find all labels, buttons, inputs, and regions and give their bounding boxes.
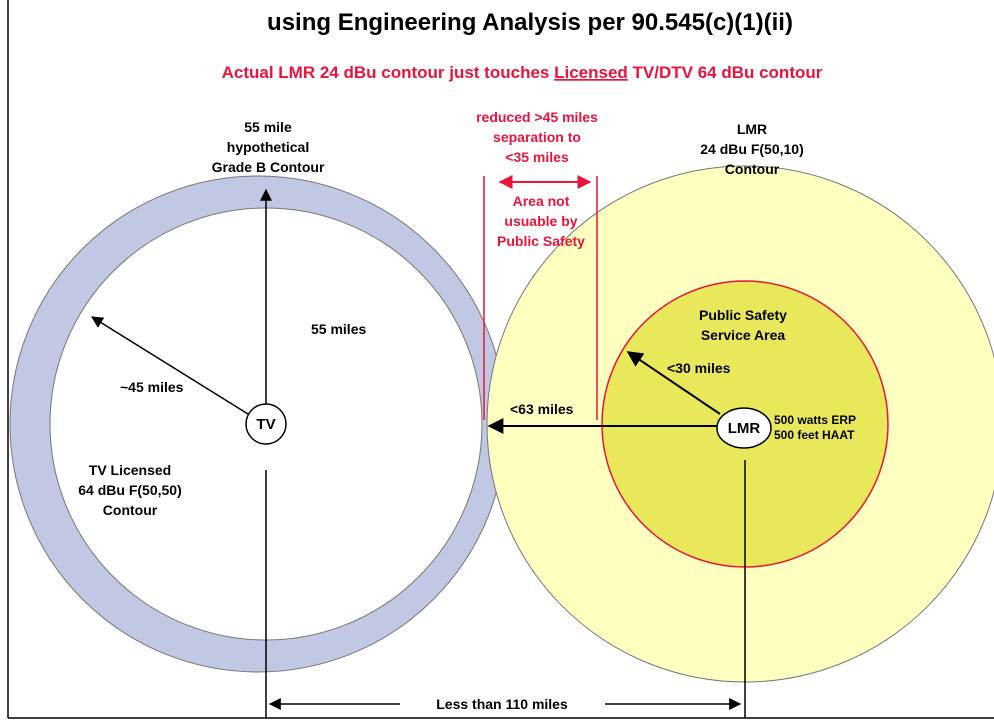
arrow [626, 351, 721, 415]
arrow [90, 316, 249, 415]
label-line: usuable by [504, 213, 577, 229]
label-line: 500 feet HAAT [774, 428, 855, 442]
label-line: 55 mile [244, 119, 292, 135]
label-line: reduced >45 miles [476, 109, 598, 125]
label: ~45 miles [120, 379, 184, 395]
title: using Engineering Analysis per 90.545(c)… [267, 9, 793, 36]
label-line: separation to [493, 129, 581, 145]
label-line: LMR [737, 121, 767, 137]
label-line: 64 dBu F(50,50) [78, 482, 181, 498]
label-line: Public Safety [699, 307, 787, 323]
label: LMR [728, 420, 761, 437]
lmr-node [716, 407, 772, 449]
label-line: Grade B Contour [212, 159, 325, 175]
subtitle-part: TV/DTV 64 dBu contour [628, 63, 823, 82]
label: TV [256, 416, 275, 433]
subtitle-part: Licensed [554, 63, 628, 82]
label-line: Area not [513, 193, 570, 209]
label: <30 miles [667, 360, 731, 376]
label-line: Contour [103, 502, 158, 518]
label-line: Service Area [701, 327, 786, 343]
label-line: Public Safety [497, 233, 585, 249]
label-line: 24 dBu F(50,10) [700, 141, 803, 157]
label: 55 miles [311, 321, 366, 337]
subtitle-part: Actual LMR 24 dBu contour just touches [222, 63, 554, 82]
label: Less than 110 miles [436, 696, 568, 712]
label: <63 miles [510, 401, 574, 417]
tv-node [245, 403, 287, 445]
label-line: TV Licensed [89, 462, 171, 478]
subtitle: Actual LMR 24 dBu contour just touches L… [222, 63, 823, 82]
label-line: hypothetical [227, 139, 309, 155]
label-line: 500 watts ERP [774, 413, 856, 427]
label-line: <35 miles [505, 149, 569, 165]
label-line: Contour [725, 161, 780, 177]
